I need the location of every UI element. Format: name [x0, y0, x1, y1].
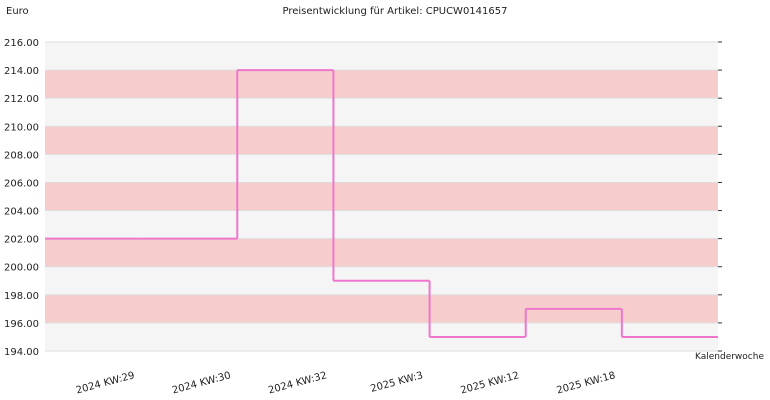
y-tick-label: 198.00: [4, 291, 39, 302]
band: [45, 154, 718, 183]
band: [45, 238, 718, 267]
band: [45, 42, 718, 71]
x-tick-label: 2025 KW:12: [459, 370, 520, 396]
band: [45, 98, 718, 127]
y-tick-label: 214.00: [4, 66, 39, 77]
y-tick-label: 202.00: [4, 235, 39, 246]
y-tick-label: 196.00: [4, 319, 39, 330]
y-tick-label: 200.00: [4, 263, 39, 274]
y-axis-label: Euro: [6, 6, 29, 17]
band: [45, 322, 718, 351]
y-tick-label: 212.00: [4, 94, 39, 105]
x-tick-label: 2024 KW:29: [75, 370, 136, 396]
y-tick-label: 216.00: [4, 38, 39, 49]
y-tick-label: 204.00: [4, 207, 39, 218]
band: [45, 182, 718, 211]
y-tick-label: 206.00: [4, 178, 39, 189]
chart-title: Preisentwicklung für Artikel: CPUCW01416…: [283, 6, 508, 17]
x-tick-label: 2024 KW:32: [267, 370, 328, 396]
band: [45, 70, 718, 99]
x-axis-label: Kalenderwoche: [695, 352, 764, 362]
x-tick-label: 2025 KW:3: [369, 370, 424, 395]
x-tick-label: 2024 KW:30: [171, 370, 232, 396]
y-tick-label: 210.00: [4, 122, 39, 133]
x-tick-label: 2025 KW:18: [556, 370, 617, 396]
band: [45, 126, 718, 155]
y-tick-label: 208.00: [4, 150, 39, 161]
band: [45, 210, 718, 239]
y-tick-label: 194.00: [4, 347, 39, 358]
